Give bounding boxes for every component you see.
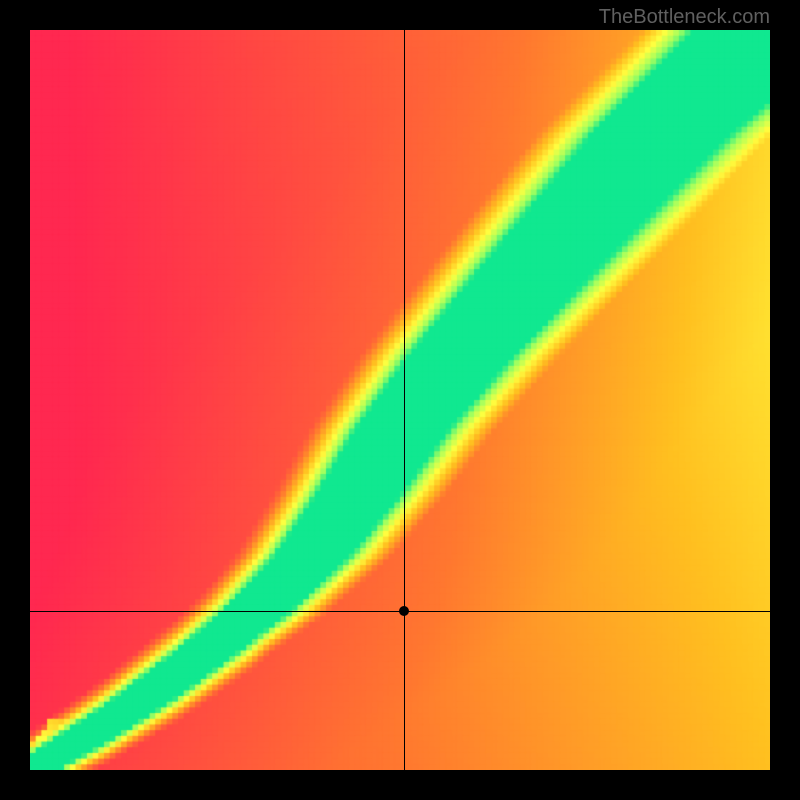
crosshair-marker-dot bbox=[399, 606, 409, 616]
watermark-text: TheBottleneck.com bbox=[599, 6, 770, 29]
heatmap-canvas bbox=[30, 30, 770, 770]
crosshair-vertical bbox=[404, 30, 405, 770]
plot-area bbox=[30, 30, 770, 770]
